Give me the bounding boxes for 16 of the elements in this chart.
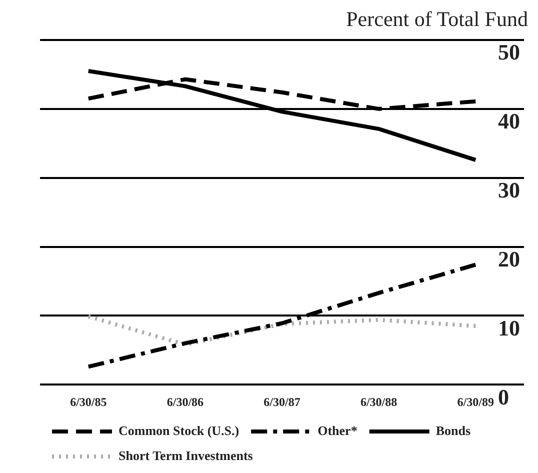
x-tick-label: 6/30/87	[264, 394, 300, 409]
x-tick-label: 6/30/88	[360, 394, 398, 409]
x-tick-label: 6/30/86	[166, 394, 204, 409]
y-axis-title: Percent of Total Fund	[346, 7, 528, 31]
y-tick-label: 40	[498, 108, 520, 134]
legend-label: Short Term Investments	[118, 448, 253, 463]
y-tick-label: 30	[498, 178, 520, 203]
x-tick-label: 6/30/85	[70, 394, 107, 409]
legend-label: Common Stock (U.S.)	[118, 422, 240, 438]
y-tick-label: 50	[498, 40, 520, 65]
legend-label: Other*	[318, 422, 358, 438]
y-tick-label: 0	[498, 384, 509, 410]
y-tick-label: 10	[498, 315, 520, 340]
x-tick-label: 6/30/89	[457, 394, 494, 409]
y-tick-label: 20	[498, 246, 520, 272]
legend-label: Bonds	[436, 422, 471, 438]
